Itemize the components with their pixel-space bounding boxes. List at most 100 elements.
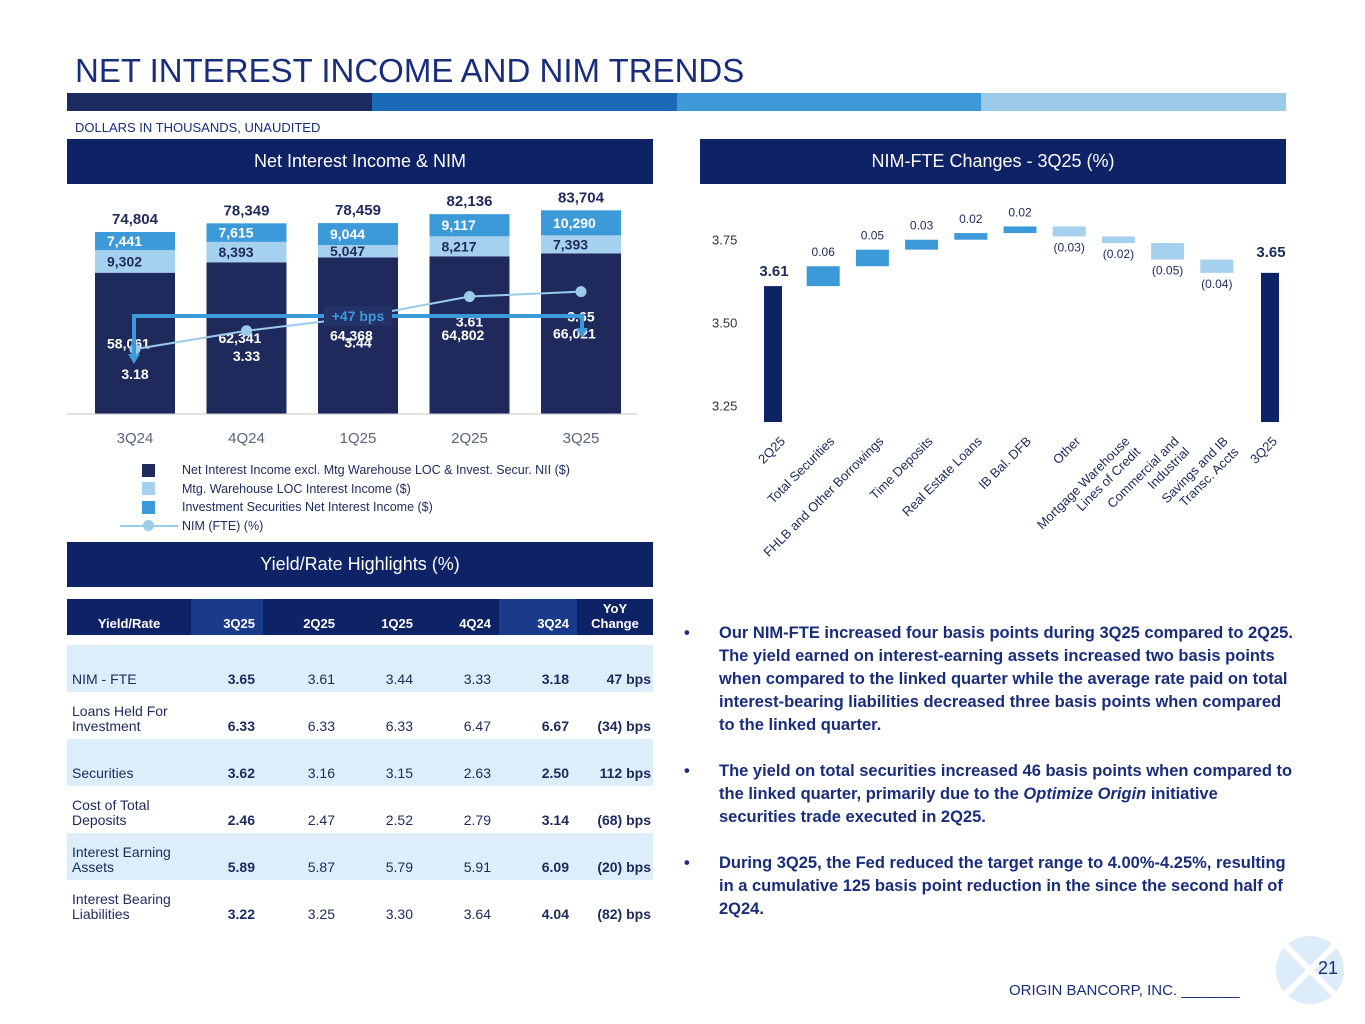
legend-label: Investment Securities Net Interest Incom…	[182, 500, 433, 515]
nimfte-panel-header: NIM-FTE Changes - 3Q25 (%)	[700, 139, 1286, 184]
waterfall-bar	[764, 286, 782, 422]
table-cell: 2.47	[307, 812, 335, 828]
bullet-text-part: The yield on total securities increased …	[719, 762, 1293, 803]
waterfall-bar-label: (0.05)	[1152, 264, 1183, 278]
bps-label-bg	[324, 306, 392, 326]
bar-segment-label: 58,061	[107, 335, 150, 351]
page-subtitle: DOLLARS IN THOUSANDS, UNAUDITED	[75, 120, 321, 135]
waterfall-bar	[905, 239, 939, 250]
x-tick-label: IB Bal. DFB	[975, 434, 1034, 493]
bar-segment-label: 7,615	[219, 225, 254, 241]
bar-segment	[541, 210, 621, 236]
waterfall-bar-label: 0.03	[910, 219, 934, 233]
waterfall-bar	[954, 233, 988, 240]
column-header: Yield/Rate	[67, 599, 191, 635]
table-cell: 3.22	[227, 906, 255, 922]
bar-segment	[95, 231, 175, 251]
waterfall-bar-label: 3.65	[1256, 244, 1285, 261]
nim-point-label: 3.33	[233, 348, 260, 364]
table-cell: 4.04	[541, 906, 569, 922]
bar-segment	[429, 236, 510, 257]
bar-total-label: 82,136	[447, 193, 493, 210]
yoy-change-cell: 112 bps	[577, 739, 653, 786]
y-tick-label: 3.25	[712, 398, 737, 413]
waterfall-bar	[1151, 243, 1185, 260]
color-bar-segment	[676, 93, 982, 111]
table-cell: 3.65	[191, 645, 263, 692]
legend-label: Net Interest Income excl. Mtg Warehouse …	[182, 463, 570, 478]
yoy-change-cell: (34) bps	[597, 718, 651, 734]
table-spacer-cell	[67, 635, 653, 645]
page-number-badge: 21	[1276, 936, 1344, 1004]
y-tick-label: 3.75	[712, 233, 737, 248]
column-header: 1Q25	[343, 599, 421, 635]
bar-segment-label: 66,021	[553, 326, 596, 342]
color-bar-segment	[371, 93, 677, 111]
x-tick-label: 2Q25	[451, 430, 488, 447]
bar-segment	[318, 257, 398, 414]
x-tick-label: Mortgage Warehouse	[1034, 434, 1133, 533]
bps-label: +47 bps	[332, 308, 385, 324]
legend-line-nim	[120, 519, 178, 532]
waterfall-bar-label: 3.61	[759, 263, 788, 280]
bar-segment	[206, 223, 287, 242]
bar-segment	[429, 256, 510, 414]
yield-panel-header: Yield/Rate Highlights (%)	[67, 542, 653, 587]
nim-point-label: 3.44	[344, 334, 371, 350]
bps-arrow-head	[576, 328, 588, 338]
page-number: 21	[1317, 958, 1338, 978]
waterfall-bar-label: 0.02	[1008, 205, 1032, 219]
table-cell: 6.67	[541, 718, 569, 734]
legend-swatch-mortgage-warehouse	[142, 482, 155, 496]
row-label: Cost of Total Deposits	[67, 786, 191, 833]
bar-segment-label: 9,302	[107, 253, 142, 269]
column-header: 4Q24	[421, 599, 499, 635]
x-tick-label: 3Q24	[117, 430, 154, 447]
yoy-change-cell: (20) bps	[577, 833, 653, 880]
legend-entry: Net Interest Income excl. Mtg Warehouse …	[142, 461, 570, 480]
bullet-marker: •	[684, 762, 690, 780]
nii-stacked-bar-chart: 58,0619,3027,44174,8043Q2462,3418,3937,6…	[67, 189, 637, 447]
table-cell: 6.47	[463, 718, 491, 734]
table-row: Securities 3.62 3.16 3.15 2.63 2.50 112 bps	[67, 739, 653, 786]
table-cell: 6.09	[499, 833, 577, 880]
yoy-change-cell: 47 bps	[577, 645, 653, 692]
waterfall-bar-label: 0.02	[959, 212, 983, 226]
row-label: Interest Bearing Liabilities	[67, 880, 191, 927]
table-cell: 3.44	[343, 645, 421, 692]
table-cell: 6.33	[385, 718, 413, 734]
row-label: Loans Held For Investment	[67, 692, 191, 739]
table-cell: 5.87	[263, 833, 343, 880]
table-row: Interest Bearing Liabilities 3.22 3.25 3.30 3…	[67, 880, 653, 927]
logo-mark-icon	[1276, 936, 1344, 1004]
legend-label: NIM (FTE) (%)	[182, 518, 264, 533]
bullet-text: The yield on total securities increased …	[719, 760, 1294, 829]
waterfall-bar-label: (0.02)	[1103, 247, 1134, 261]
x-tick-label: Other	[1050, 433, 1084, 467]
page-title: NET INTEREST INCOME AND NIM TRENDS	[75, 52, 745, 89]
x-tick-label: 3Q25	[563, 430, 600, 447]
bar-segment-label: 7,393	[553, 236, 588, 252]
bar-segment-label: 5,047	[330, 243, 365, 259]
bar-segment-label: 8,393	[219, 244, 254, 260]
column-header: YoY Change	[577, 599, 653, 635]
table-cell: 3.64	[463, 906, 491, 922]
waterfall-bar	[1200, 259, 1234, 273]
table-row: Loans Held For Investment 6.33 6.33 6.33 6.47…	[67, 692, 653, 739]
yoy-change-cell: (82) bps	[597, 906, 651, 922]
bar-segment	[206, 262, 287, 414]
table-row: Interest Earning Assets 5.89 5.87 5.79 5.91 6.…	[67, 833, 653, 880]
bullet-text-part: initiative securities trade executed in …	[719, 785, 1218, 826]
nim-point	[575, 286, 587, 298]
bps-arrow-head	[128, 354, 140, 364]
table-cell: 2.52	[385, 812, 413, 828]
table-cell: 3.16	[263, 739, 343, 786]
row-label-line: Investment	[72, 718, 141, 734]
bar-total-label: 78,459	[335, 202, 381, 219]
bar-segment	[206, 241, 287, 263]
row-label: Securities	[67, 739, 191, 786]
bar-total-label: 78,349	[224, 202, 270, 219]
waterfall-bar-label: (0.03)	[1054, 240, 1085, 254]
bar-segment-label: 64,802	[442, 327, 485, 343]
bar-segment-label: 7,441	[107, 233, 142, 249]
